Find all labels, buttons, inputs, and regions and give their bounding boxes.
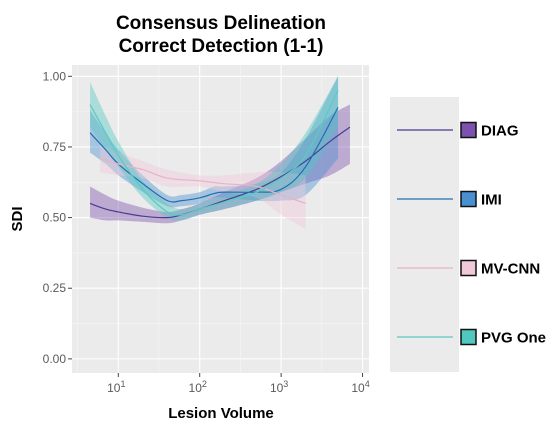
plot-panel — [72, 65, 369, 373]
x-axis-title: Lesion Volume — [168, 405, 274, 422]
legend-label-mv-cnn: MV-CNN — [481, 261, 540, 278]
legend-label-imi: IMI — [481, 192, 502, 209]
y-tick-label: 0.75 — [43, 140, 67, 154]
y-tick-label: 0.00 — [43, 352, 67, 366]
legend: DIAG IMI MV-CNN PVG One — [397, 121, 546, 347]
legend-swatch-pvg-one — [460, 328, 477, 346]
x-tick-label: 101 — [107, 379, 125, 395]
x-tick-label: 104 — [351, 379, 369, 395]
legend-swatch-imi — [460, 190, 477, 208]
x-tick-label: 103 — [270, 379, 288, 395]
chart-title-line-1: Consensus Delineation — [116, 13, 326, 34]
legend-swatch-diag — [460, 121, 477, 139]
y-tick-label: 1.00 — [43, 69, 67, 83]
band-mv-cnn — [100, 144, 306, 229]
y-tick-label: 0.25 — [43, 281, 67, 295]
legend-swatch-mv-cnn — [460, 259, 477, 277]
legend-label-pvg-one: PVG One — [481, 330, 546, 347]
line-pvg-one — [89, 90, 339, 216]
band-pvg-one — [90, 76, 339, 221]
series-lines — [89, 90, 351, 219]
y-axis-title: SDI — [9, 206, 26, 231]
legend-label-diag: DIAG — [481, 123, 519, 140]
x-tick-label: 102 — [189, 379, 207, 395]
legend-panel — [390, 97, 459, 372]
chart-title-line-2: Correct Detection (1-1) — [119, 36, 324, 57]
grid — [72, 65, 369, 373]
axes: 0.00 0.25 0.50 0.75 1.00 101 102 103 104 — [43, 69, 370, 395]
y-tick-label: 0.50 — [43, 211, 67, 225]
